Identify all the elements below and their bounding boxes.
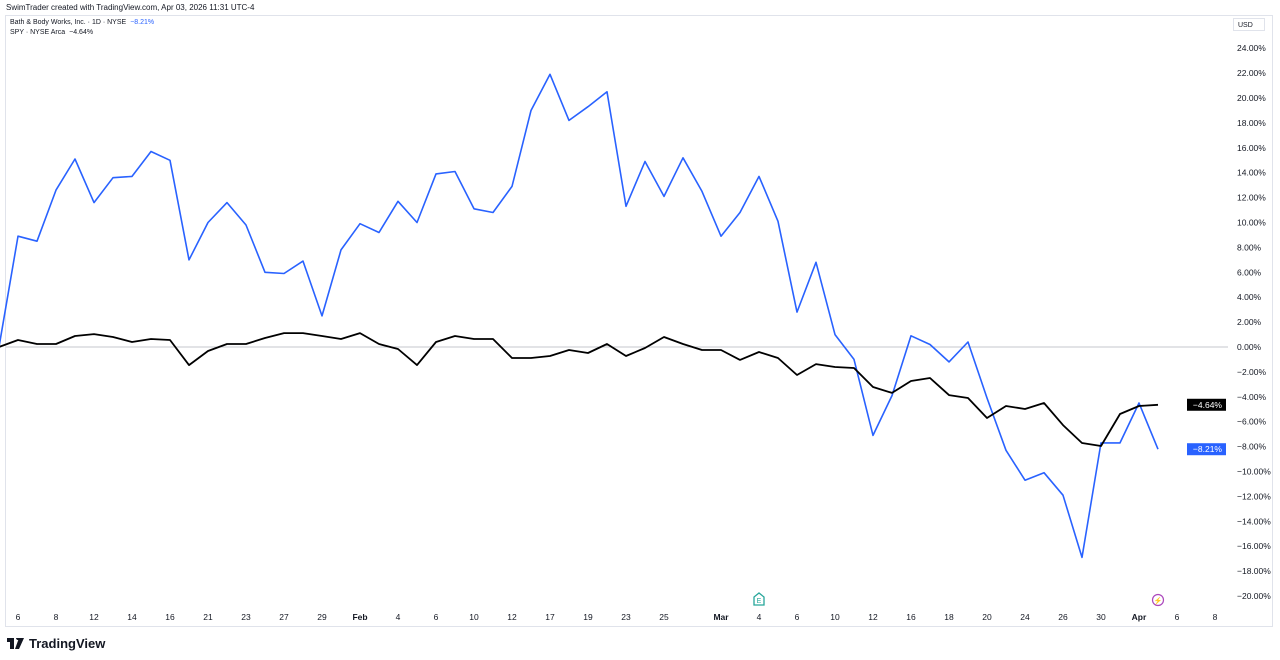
x-tick-label: 12 [89, 612, 99, 622]
y-tick-label: 12.00% [1237, 193, 1266, 203]
y-tick-label: −12.00% [1237, 491, 1271, 501]
chart-credit: SwimTrader created with TradingView.com,… [6, 3, 255, 12]
dividend-icon [1151, 593, 1165, 607]
y-tick-label: 2.00% [1237, 317, 1262, 327]
x-tick-label: 20 [982, 612, 992, 622]
legend-main-symbol: Bath & Body Works, Inc. · 1D · NYSE [10, 19, 127, 26]
x-tick-label: 12 [868, 612, 878, 622]
y-tick-label: 24.00% [1237, 43, 1266, 53]
y-tick-label: −8.00% [1237, 442, 1267, 452]
y-tick-label: −6.00% [1237, 417, 1267, 427]
x-tick-label: 21 [203, 612, 213, 622]
x-tick-label: 6 [795, 612, 800, 622]
spy-series-line [0, 332, 1159, 447]
x-tick-label: Apr [1132, 612, 1147, 622]
legend: Bath & Body Works, Inc. · 1D · NYSE −8.21… [10, 18, 154, 38]
chart-pane[interactable] [5, 15, 1273, 627]
bbwi-series-line [0, 73, 1159, 559]
spy-last-value-badge [1187, 398, 1226, 411]
x-tick-label: 6 [16, 612, 21, 622]
y-tick-label: −2.00% [1237, 367, 1267, 377]
x-tick-label: 27 [279, 612, 289, 622]
y-tick-label: 20.00% [1237, 93, 1266, 103]
earnings-icon-label: E [757, 598, 762, 605]
y-tick-label: −16.00% [1237, 541, 1271, 551]
x-tick-label: 16 [165, 612, 175, 622]
x-tick-label: 24 [1020, 612, 1030, 622]
dividend-icon-label: ⚡ [1154, 596, 1163, 605]
y-tick-label: 22.00% [1237, 68, 1266, 78]
x-tick-label: 26 [1058, 612, 1068, 622]
y-tick-label: −18.00% [1237, 566, 1271, 576]
x-tick-label: 18 [944, 612, 954, 622]
legend-compare-change: −4.64% [69, 29, 94, 36]
x-tick-label: Feb [352, 612, 367, 622]
y-tick-label: 0.00% [1237, 342, 1262, 352]
x-tick-label: 23 [621, 612, 631, 622]
x-tick-label: 6 [434, 612, 439, 622]
tradingview-logo[interactable]: TradingView [7, 636, 105, 651]
y-tick-label: −20.00% [1237, 591, 1271, 601]
earnings-icon [753, 592, 765, 606]
x-tick-label: 10 [830, 612, 840, 622]
x-tick-label: 29 [317, 612, 327, 622]
y-tick-label: 8.00% [1237, 242, 1262, 252]
brand-name: TradingView [29, 636, 106, 651]
x-tick-label: 19 [583, 612, 593, 622]
y-tick-label: −14.00% [1237, 516, 1271, 526]
y-tick-label: 16.00% [1237, 143, 1266, 153]
x-tick-label: 8 [54, 612, 59, 622]
x-tick-label: Mar [713, 612, 729, 622]
legend-compare-symbol: SPY · NYSE Arca [10, 29, 66, 36]
bbwi-last-value-label: −8.21% [1193, 444, 1223, 454]
legend-main-change: −8.21% [130, 19, 155, 26]
y-tick-label: −4.00% [1237, 392, 1267, 402]
x-tick-label: 17 [545, 612, 555, 622]
x-tick-label: 12 [507, 612, 517, 622]
y-tick-label: 14.00% [1237, 168, 1266, 178]
bbwi-last-value-badge [1187, 443, 1226, 456]
legend-main-row[interactable]: Bath & Body Works, Inc. · 1D · NYSE −8.21… [10, 18, 154, 28]
tradingview-logo-icon [7, 638, 24, 649]
y-tick-label: −10.00% [1237, 467, 1271, 477]
x-tick-label: 30 [1096, 612, 1106, 622]
spy-last-value-label: −4.64% [1193, 400, 1223, 410]
x-tick-label: 16 [906, 612, 916, 622]
x-tick-label: 25 [659, 612, 669, 622]
y-tick-label: 4.00% [1237, 292, 1262, 302]
y-tick-label: 18.00% [1237, 118, 1266, 128]
currency-button[interactable]: USD [1233, 18, 1265, 31]
x-tick-label: 23 [241, 612, 251, 622]
x-tick-label: 4 [757, 612, 762, 622]
y-tick-label: 6.00% [1237, 267, 1262, 277]
x-tick-label: 14 [127, 612, 137, 622]
x-tick-label: 10 [469, 612, 479, 622]
x-tick-label: 4 [396, 612, 401, 622]
x-tick-label: 6 [1175, 612, 1180, 622]
x-tick-label: 8 [1213, 612, 1218, 622]
legend-compare-row[interactable]: SPY · NYSE Arca −4.64% [10, 28, 154, 38]
y-tick-label: 10.00% [1237, 218, 1266, 228]
